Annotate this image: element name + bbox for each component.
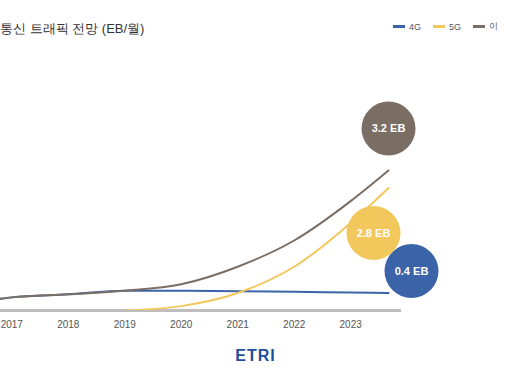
svg-text:2018: 2018: [57, 319, 80, 330]
svg-text:2020: 2020: [170, 319, 193, 330]
svg-text:3.2 EB: 3.2 EB: [372, 122, 406, 134]
svg-text:2.8 EB: 2.8 EB: [357, 227, 391, 239]
html-text:통신 트래픽 전망 (EB/월): 통신 트래픽 전망 (EB/월): [0, 21, 145, 36]
svg-text:2022: 2022: [283, 319, 306, 330]
svg-text:2021: 2021: [227, 319, 250, 330]
html-text:ETRI: ETRI: [235, 347, 276, 364]
html-text:이: 이: [489, 21, 498, 31]
svg-text:2017: 2017: [1, 319, 24, 330]
html-text:5G: 5G: [449, 21, 461, 32]
svg-text:2023: 2023: [340, 319, 363, 330]
svg-text:0.4 EB: 0.4 EB: [395, 265, 429, 277]
svg-text:2019: 2019: [114, 319, 137, 330]
html-text:4G: 4G: [409, 21, 421, 32]
